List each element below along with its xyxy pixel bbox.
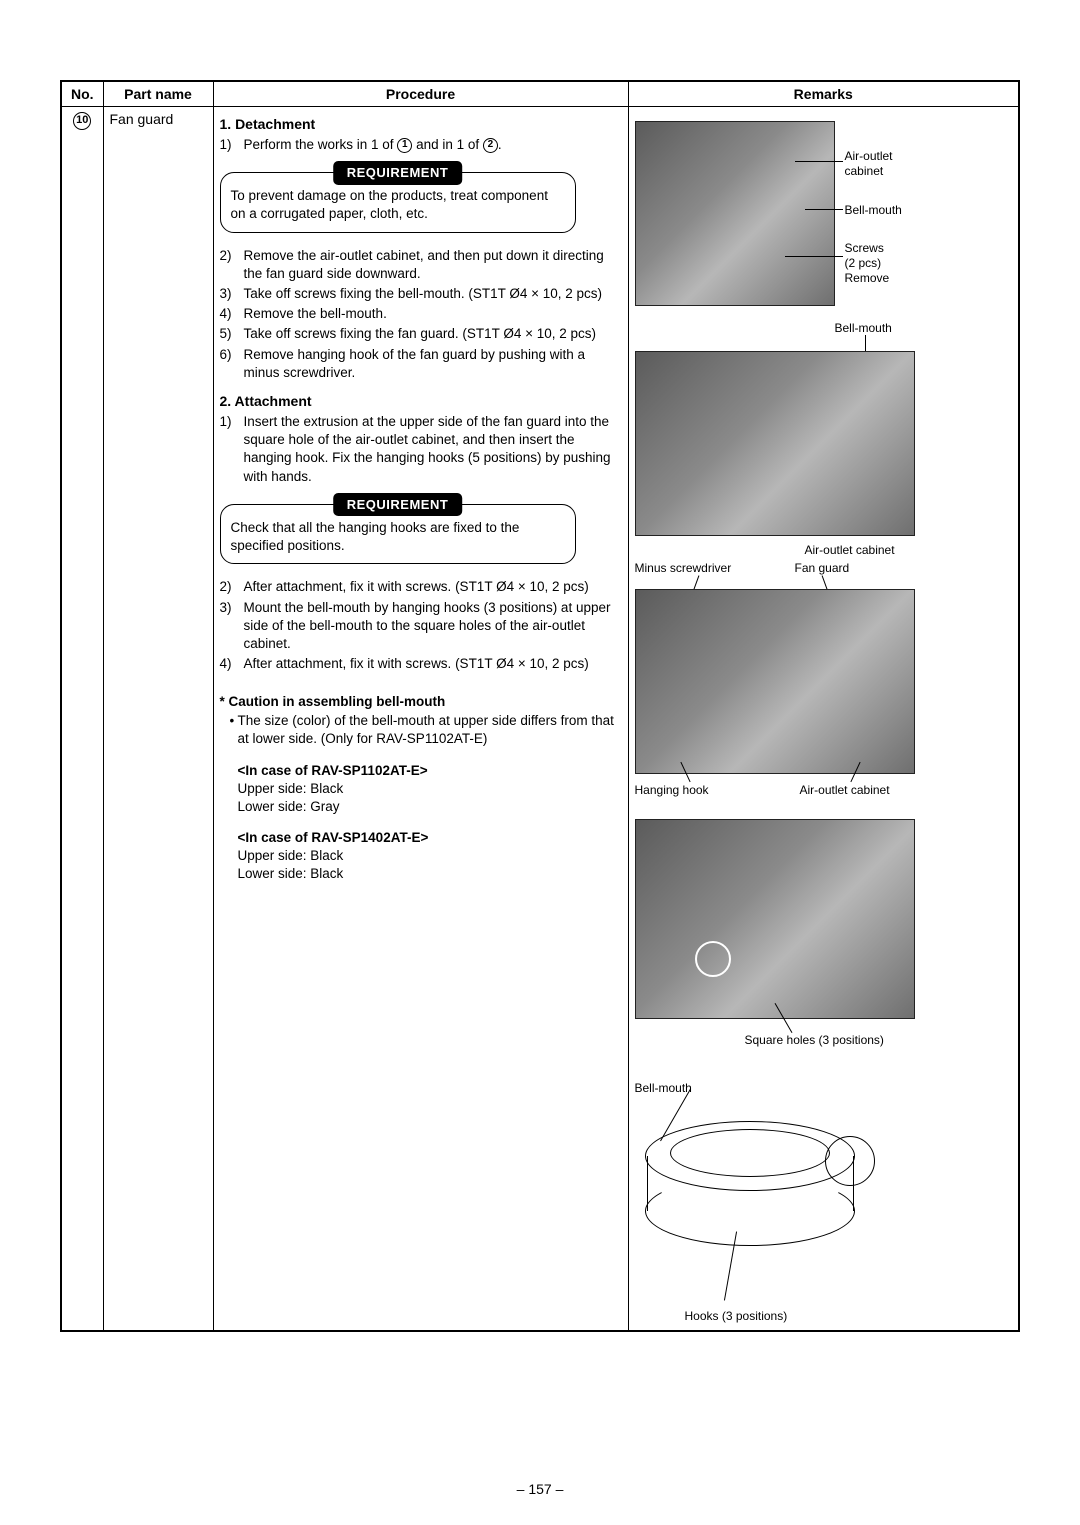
label-fan-guard: Fan guard bbox=[795, 561, 850, 576]
label-screws: Screws (2 pcs) Remove bbox=[845, 241, 890, 286]
figure-4-photo bbox=[635, 819, 915, 1019]
requirement-box-1: REQUIREMENT To prevent damage on the pro… bbox=[220, 172, 576, 232]
procedure-table: No. Part name Procedure Remarks 10 Fan g… bbox=[60, 80, 1020, 1332]
label-hooks-3: Hooks (3 positions) bbox=[685, 1309, 788, 1324]
figure-3-photo bbox=[635, 589, 915, 774]
detachment-title: 1. Detachment bbox=[220, 115, 622, 134]
circled-2-icon: 2 bbox=[483, 138, 498, 153]
case2-title: <In case of RAV-SP1402AT-E> bbox=[220, 829, 622, 847]
attachment-title: 2. Attachment bbox=[220, 392, 622, 411]
label-air-outlet-cabinet-2: Air-outlet cabinet bbox=[805, 543, 895, 558]
label-air-outlet-cabinet-3: Air-outlet cabinet bbox=[800, 783, 890, 798]
attach-step-1: 1)Insert the extrusion at the upper side… bbox=[220, 413, 622, 486]
row-number-cell: 10 bbox=[61, 107, 103, 1332]
header-no: No. bbox=[61, 81, 103, 107]
circled-1-icon: 1 bbox=[397, 138, 412, 153]
bell-mouth-diagram bbox=[635, 1081, 895, 1301]
label-bell-mouth-1: Bell-mouth bbox=[845, 203, 902, 218]
detach-step-5: 5)Take off screws fixing the fan guard. … bbox=[220, 325, 622, 343]
detach-step-4: 4)Remove the bell-mouth. bbox=[220, 305, 622, 323]
header-procedure: Procedure bbox=[213, 81, 628, 107]
procedure-cell: 1. Detachment 1) Perform the works in 1 … bbox=[213, 107, 628, 1332]
detach-step-3: 3)Take off screws fixing the bell-mouth.… bbox=[220, 285, 622, 303]
case1-line2: Lower side: Gray bbox=[220, 798, 622, 816]
label-hanging-hook: Hanging hook bbox=[635, 783, 709, 798]
caution-bullet: • The size (color) of the bell-mouth at … bbox=[220, 712, 622, 748]
figure-1-photo bbox=[635, 121, 835, 306]
caution-title: * Caution in assembling bell-mouth bbox=[220, 693, 622, 711]
header-remarks: Remarks bbox=[628, 81, 1019, 107]
requirement-label-1: REQUIREMENT bbox=[333, 161, 463, 185]
requirement-box-2: REQUIREMENT Check that all the hanging h… bbox=[220, 504, 576, 564]
circled-number-icon: 10 bbox=[73, 112, 91, 130]
case2-line2: Lower side: Black bbox=[220, 865, 622, 883]
requirement-text-2: Check that all the hanging hooks are fix… bbox=[231, 519, 565, 555]
figure-2-photo bbox=[635, 351, 915, 536]
case1-line1: Upper side: Black bbox=[220, 780, 622, 798]
case1-title: <In case of RAV-SP1102AT-E> bbox=[220, 762, 622, 780]
detach-step-1: 1) Perform the works in 1 of 1 and in 1 … bbox=[220, 136, 622, 154]
label-minus-screwdriver: Minus screwdriver bbox=[635, 561, 732, 576]
case2-line1: Upper side: Black bbox=[220, 847, 622, 865]
label-bell-mouth-2: Bell-mouth bbox=[835, 321, 892, 336]
attach-step-3: 3)Mount the bell-mouth by hanging hooks … bbox=[220, 599, 622, 654]
page-number: – 157 – bbox=[0, 1481, 1080, 1497]
label-air-outlet-cabinet: Air-outlet cabinet bbox=[845, 149, 893, 179]
part-name-cell: Fan guard bbox=[103, 107, 213, 1332]
requirement-label-2: REQUIREMENT bbox=[333, 493, 463, 517]
label-square-holes: Square holes (3 positions) bbox=[745, 1033, 884, 1048]
header-part-name: Part name bbox=[103, 81, 213, 107]
remarks-cell: Air-outlet cabinet Bell-mouth Screws (2 … bbox=[628, 107, 1019, 1332]
attach-step-4: 4)After attachment, fix it with screws. … bbox=[220, 655, 622, 673]
attach-step-2: 2)After attachment, fix it with screws. … bbox=[220, 578, 622, 596]
requirement-text-1: To prevent damage on the products, treat… bbox=[231, 187, 565, 223]
detach-step-6: 6)Remove hanging hook of the fan guard b… bbox=[220, 346, 622, 382]
detach-step-2: 2)Remove the air-outlet cabinet, and the… bbox=[220, 247, 622, 283]
